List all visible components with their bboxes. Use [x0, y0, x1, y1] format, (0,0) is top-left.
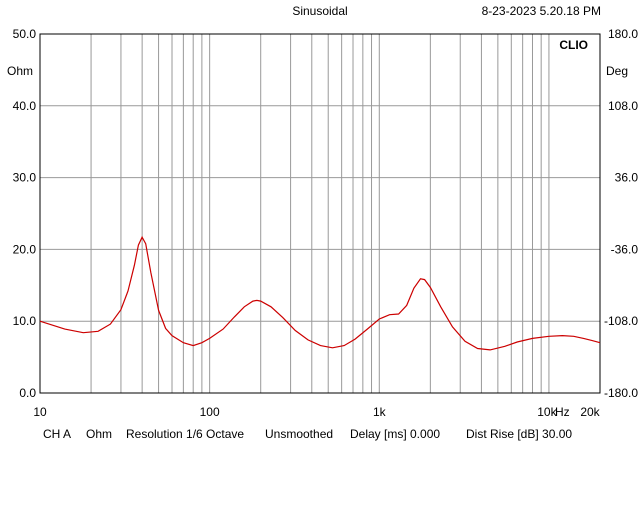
- y-tick-label: 10.0: [13, 314, 37, 328]
- unit-label: Ohm: [86, 427, 113, 441]
- y-tick-label: 30.0: [13, 171, 37, 185]
- y2-tick-label: 36.0: [615, 171, 639, 185]
- channel-label: CH A: [43, 427, 72, 441]
- datetime-label: 8-23-2023 5.20.18 PM: [482, 4, 601, 18]
- y2-tick-label: -180.0: [604, 386, 638, 400]
- x-tick-label: 10: [33, 405, 47, 419]
- plot-frame: [39, 33, 601, 394]
- y-tick-label: 50.0: [13, 27, 37, 41]
- resolution-label: Resolution 1/6 Octave: [126, 427, 245, 441]
- x-tick-label: 1k: [373, 405, 387, 419]
- chart-grid: [40, 34, 600, 393]
- impedance-curve: [39, 235, 601, 351]
- y2-tick-label: -108.0: [604, 314, 638, 328]
- y-tick-label: 40.0: [13, 99, 37, 113]
- y-tick-label: 20.0: [13, 242, 37, 256]
- x-tick-labels: 10 100 1k 10k 20k: [33, 405, 600, 419]
- y2-tick-labels: -180.0 -108.0 -36.0 36.0 108.0 180.0: [604, 27, 638, 400]
- x-tick-label: 100: [200, 405, 220, 419]
- x-tick-label: 20k: [580, 405, 600, 419]
- smoothing-label: Unsmoothed: [265, 427, 334, 441]
- x-axis-unit-label: Hz: [555, 405, 570, 419]
- impedance-chart: Sinusoidal 8-23-2023 5.20.18 PM CLIO Ohm…: [7, 4, 638, 419]
- y2-axis-unit-label: Deg: [606, 64, 628, 78]
- dist-rise-label: Dist Rise [dB] 30.00: [466, 427, 573, 441]
- clio-brand: CLIO: [559, 38, 588, 52]
- y-axis-unit-label: Ohm: [7, 64, 33, 78]
- y-tick-label: 0.0: [19, 386, 36, 400]
- y2-tick-label: 180.0: [608, 27, 638, 41]
- y-tick-labels: 0.0 10.0 20.0 30.0 40.0 50.0: [13, 27, 37, 400]
- x-tick-label: 10k: [537, 405, 557, 419]
- mode-label: Sinusoidal: [292, 4, 347, 18]
- y2-tick-label: 108.0: [608, 99, 638, 113]
- delay-label: Delay [ms] 0.000: [350, 427, 441, 441]
- status-footer: CH A Ohm Resolution 1/6 Octave Unsmoothe…: [0, 427, 640, 525]
- y2-tick-label: -36.0: [611, 242, 639, 256]
